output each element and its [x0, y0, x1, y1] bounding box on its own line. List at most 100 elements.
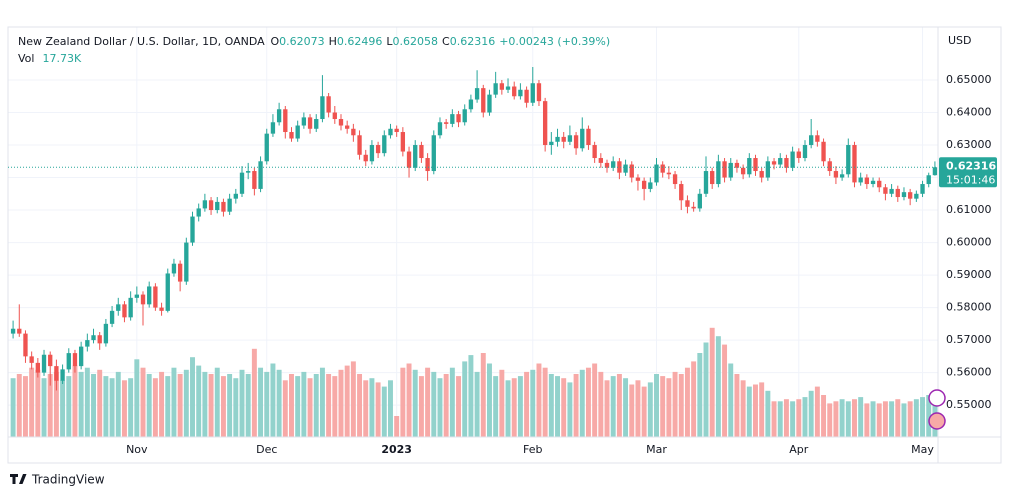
candle-body [852, 145, 857, 183]
volume-bar [369, 378, 375, 437]
volume-bar [691, 361, 697, 437]
candle-body [314, 119, 319, 129]
volume-bar [227, 374, 233, 437]
volume-bar [870, 401, 876, 437]
x-tick-label: May [911, 443, 934, 456]
volume-bar [276, 369, 282, 437]
candle-body [932, 167, 938, 176]
volume-bar [152, 378, 158, 437]
candle-body [419, 145, 424, 159]
candle-body [920, 184, 925, 194]
candle-body [66, 353, 71, 370]
candle-body [246, 171, 251, 173]
candle-body [691, 206, 696, 209]
candle-body [542, 101, 548, 146]
volume-bar [901, 403, 907, 437]
volume-bar [97, 369, 103, 437]
candle-body [10, 328, 16, 334]
candle-body [413, 145, 418, 168]
candle-body [592, 145, 597, 159]
candle-body [833, 171, 839, 178]
volume-bar [270, 363, 276, 437]
legend: New Zealand Dollar / U.S. Dollar, 1D, OA… [18, 35, 610, 48]
volume-bar [486, 363, 492, 437]
candle-body [839, 174, 845, 178]
countdown: 15:01:46 [946, 173, 995, 186]
volume-bar [548, 374, 554, 437]
candle-body [159, 307, 164, 311]
candle-body [443, 122, 449, 124]
icon [928, 389, 946, 407]
volume-bar [926, 395, 932, 437]
volume-bar [635, 380, 641, 437]
volume-bar [740, 380, 746, 437]
volume-bar [474, 371, 480, 437]
candle-body [17, 328, 22, 334]
volume-bar [858, 397, 864, 437]
volume-bar [660, 376, 666, 437]
candle-body [895, 188, 900, 198]
candle-body [97, 335, 102, 344]
volume-bar [567, 382, 573, 437]
field-value: 0.62058 [393, 35, 439, 48]
candle-body [802, 145, 808, 159]
candle-body [926, 175, 931, 185]
volume-bar [604, 380, 610, 437]
candle-body [474, 88, 480, 100]
y-tick-label: 0.58000 [946, 301, 992, 314]
volume-bar [109, 378, 115, 437]
candle-body [116, 304, 121, 311]
volume-bar [140, 367, 146, 437]
candle-body [450, 114, 455, 124]
candle-body [716, 161, 721, 185]
volume-bar [573, 374, 579, 437]
candle-body [276, 109, 282, 123]
candle-body [60, 369, 65, 381]
volume-bar [783, 399, 789, 437]
volume-bar [678, 374, 684, 437]
volume-bar [555, 376, 560, 437]
field-value: 0.62316 [450, 35, 496, 48]
volume-bar [672, 371, 678, 437]
candle-body [883, 187, 888, 194]
x-tick-label: Mar [646, 443, 667, 456]
candle-body [784, 158, 789, 168]
volume-bar [468, 355, 474, 437]
x-tick-label: 2023 [381, 443, 412, 456]
candle-body [134, 294, 139, 298]
candle-body [648, 182, 653, 189]
candle-body [907, 192, 913, 199]
logo-mark [10, 474, 27, 484]
volume-bar [833, 401, 839, 437]
candle-body [549, 141, 554, 146]
volume-bar [821, 395, 827, 437]
candle-body [264, 133, 269, 162]
volume-bar [338, 369, 344, 437]
volume-bar [406, 363, 412, 437]
candle-body [877, 180, 882, 188]
icon [928, 412, 946, 430]
y-tick-label: 0.57000 [946, 333, 992, 346]
volume-bar [418, 376, 424, 437]
frame [7, 26, 1002, 464]
volume-bar [443, 374, 449, 437]
volume-bar [84, 367, 90, 437]
candle-body [747, 158, 752, 175]
candle-body [41, 354, 47, 373]
candle-body [165, 273, 170, 311]
candle-body [740, 167, 746, 175]
volume-bar [882, 401, 888, 437]
volume-bar [499, 369, 505, 437]
volume-bar [654, 374, 659, 437]
price-tag-value: 0.62316 [946, 159, 996, 172]
candle-body [858, 177, 863, 183]
y-tick-label: 0.56000 [946, 366, 992, 379]
volume-bar [616, 374, 622, 437]
volume-bar [839, 399, 845, 437]
candle-body [122, 304, 127, 318]
volume-bar [375, 382, 381, 437]
candle-body [425, 158, 430, 172]
candle-body [351, 128, 356, 136]
candle-body [672, 174, 678, 185]
candle-body [827, 161, 832, 172]
